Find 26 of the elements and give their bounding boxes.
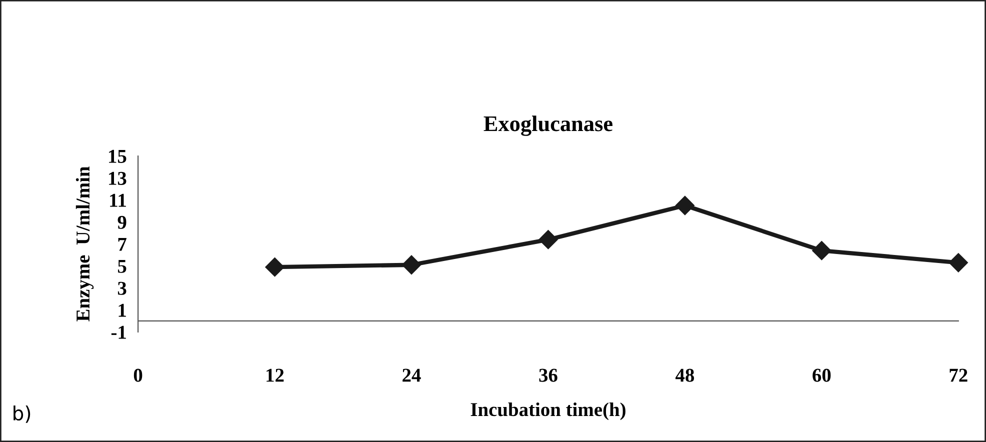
y-tick-label: 3 [118,282,126,295]
point [948,253,968,272]
y-tick-label: 9 [118,216,126,229]
y-tick-label: 7 [118,238,126,251]
y-tick-label: 15 [109,150,126,163]
x-tick-label: 48 [675,368,694,382]
point [402,255,422,274]
point [675,196,694,216]
x-tick-label: 12 [266,368,284,382]
y-tick-label: 1 [118,304,126,317]
y-tick-label: 5 [118,260,126,273]
x-axis-title: Incubation time(h) [470,402,626,420]
point [812,241,832,260]
chart-title: Exoglucanase [484,116,612,136]
y-tick-label: 11 [110,194,126,207]
y-axis-title: Enzyme U/ml/min [76,166,94,322]
x-tick-label: 0 [134,368,142,382]
x-tick-label: 72 [950,368,968,382]
text: b) [14,406,30,423]
y-tick-label: 13 [109,172,126,185]
point [538,230,558,250]
point [265,258,284,277]
x-tick-label: 60 [812,368,831,382]
x-tick-label: 24 [402,368,421,382]
y-tick-label: -1 [111,326,126,339]
x-tick-label: 36 [539,368,558,382]
